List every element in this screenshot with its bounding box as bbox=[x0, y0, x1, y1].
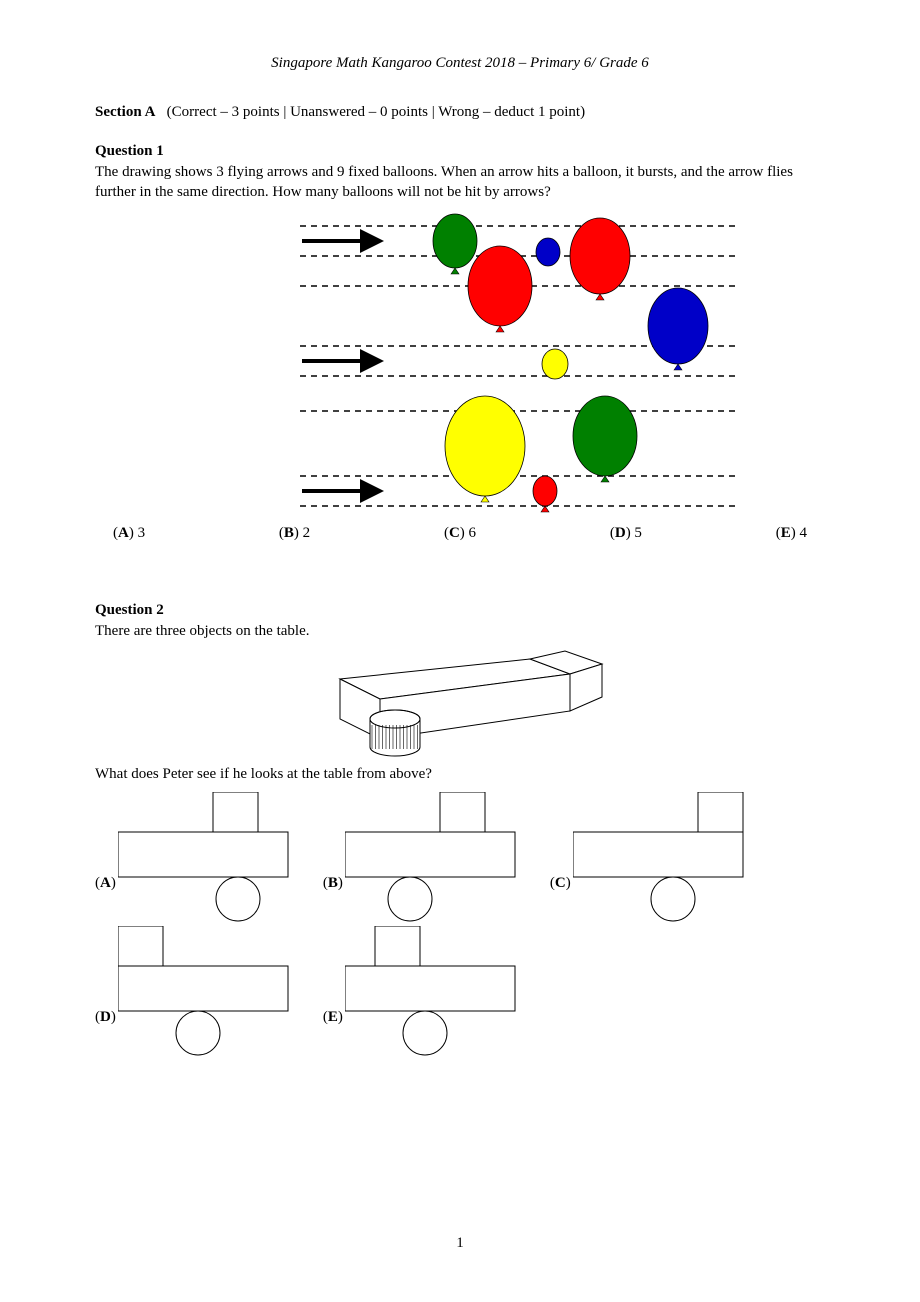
q1-option-d: (D) 5 bbox=[610, 525, 642, 542]
q1-option-c: (C) 6 bbox=[444, 525, 476, 542]
q1-diagram bbox=[95, 211, 825, 521]
q2-option-shape bbox=[345, 926, 530, 1056]
q2-option-label: (D) bbox=[95, 1009, 116, 1056]
q1-option-a: (A) 3 bbox=[113, 525, 145, 542]
q2-persp-diagram bbox=[95, 649, 825, 764]
q2-option-d: (D) bbox=[95, 926, 303, 1056]
q2-option-label: (E) bbox=[323, 1009, 343, 1056]
q2-option-b: (B) bbox=[323, 792, 530, 922]
q1-heading: Question 1 bbox=[95, 143, 825, 160]
section-line: Section A (Correct – 3 points | Unanswer… bbox=[95, 104, 825, 121]
q2-option-shape bbox=[118, 926, 303, 1056]
q2-option-shape bbox=[345, 792, 530, 922]
q1-text: The drawing shows 3 flying arrows and 9 … bbox=[95, 162, 825, 203]
q2-option-a: (A) bbox=[95, 792, 303, 922]
q2-option-c: (C) bbox=[550, 792, 758, 922]
q1-option-e: (E) 4 bbox=[776, 525, 807, 542]
q2-option-label: (A) bbox=[95, 875, 116, 922]
page-header: Singapore Math Kangaroo Contest 2018 – P… bbox=[95, 55, 825, 72]
page: Singapore Math Kangaroo Contest 2018 – P… bbox=[0, 0, 920, 1302]
q2-option-label: (C) bbox=[550, 875, 571, 922]
q2-option-label: (B) bbox=[323, 875, 343, 922]
q2-heading: Question 2 bbox=[95, 602, 825, 619]
q2-option-e: (E) bbox=[323, 926, 530, 1056]
section-label: Section A bbox=[95, 104, 155, 120]
q2-text1: There are three objects on the table. bbox=[95, 621, 825, 641]
q1-answers: (A) 3 (B) 2 (C) 6 (D) 5 (E) 4 bbox=[95, 525, 825, 542]
q2-answers: (A) (B) (C) (D) (E) bbox=[95, 792, 825, 1056]
section-scoring: (Correct – 3 points | Unanswered – 0 poi… bbox=[167, 104, 585, 120]
q2-text2: What does Peter see if he looks at the t… bbox=[95, 764, 825, 784]
page-number: 1 bbox=[0, 1235, 920, 1252]
q1-option-b: (B) 2 bbox=[279, 525, 310, 542]
q2-option-shape bbox=[118, 792, 303, 922]
q2-option-shape bbox=[573, 792, 758, 922]
